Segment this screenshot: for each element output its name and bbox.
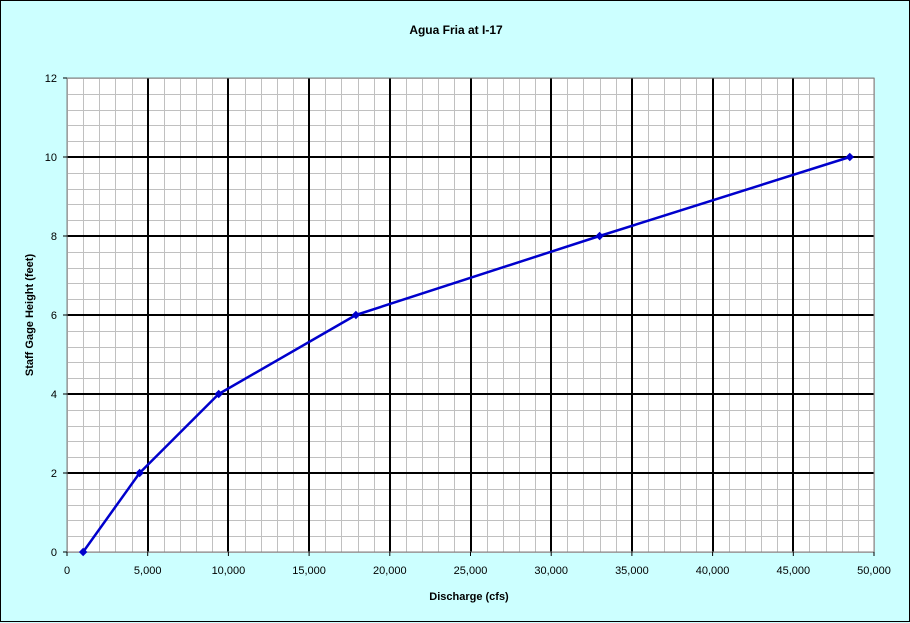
x-tick-label: 45,000: [776, 565, 810, 577]
data-point-marker: [135, 468, 144, 478]
data-point-marker: [78, 547, 88, 557]
data-point-marker: [845, 152, 854, 162]
x-tick-label: 0: [64, 565, 70, 577]
data-point-marker: [595, 231, 604, 241]
y-axis-ticks: 0 2 4 6 8 10 12: [45, 73, 67, 559]
x-tick-label: 25,000: [454, 565, 488, 577]
y-tick-label: 2: [51, 468, 57, 480]
chart-title: Agua Fria at I-17: [409, 23, 503, 37]
x-tick-label: 10,000: [212, 565, 246, 577]
x-axis-label: Discharge (cfs): [429, 591, 509, 603]
y-tick-label: 12: [45, 73, 57, 85]
y-tick-label: 4: [51, 389, 57, 401]
x-tick-label: 50,000: [857, 565, 891, 577]
y-tick-label: 6: [51, 310, 57, 322]
y-tick-label: 0: [51, 547, 57, 559]
x-tick-label: 20,000: [373, 565, 407, 577]
x-tick-label: 30,000: [534, 565, 568, 577]
x-tick-label: 15,000: [292, 565, 326, 577]
data-point-marker: [351, 310, 361, 320]
y-tick-label: 10: [45, 152, 57, 164]
x-tick-label: 35,000: [615, 565, 649, 577]
x-tick-label: 40,000: [696, 565, 730, 577]
data-point-marker: [214, 389, 223, 399]
major-grid: [67, 78, 874, 552]
y-tick-label: 8: [51, 231, 57, 243]
series-group: [78, 152, 854, 557]
x-tick-label: 5,000: [134, 565, 162, 577]
y-axis-label: Staff Gage Height (feet): [24, 254, 36, 377]
series-line: [82, 155, 851, 553]
x-axis-ticks: 0 5,000 10,000 15,000 20,000 25,000 30,000 35,0…: [64, 552, 891, 577]
